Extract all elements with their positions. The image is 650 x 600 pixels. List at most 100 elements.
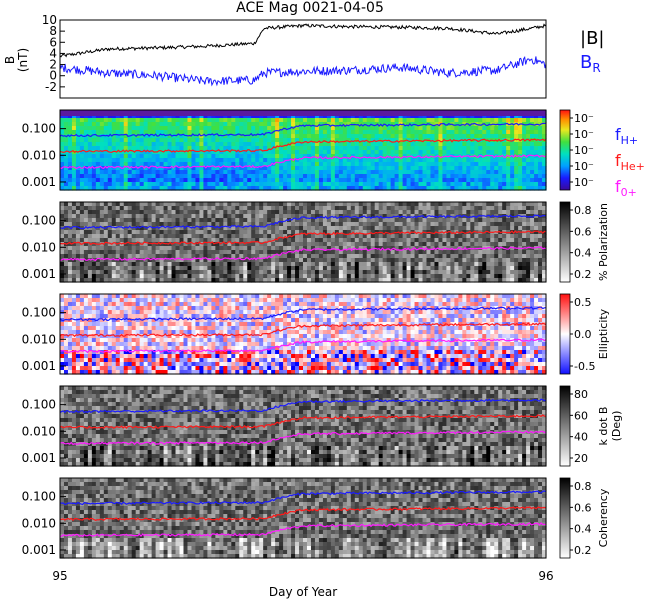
spectrogram-cell xyxy=(526,182,531,187)
spectrogram-cell xyxy=(318,166,324,171)
spectrogram-cell xyxy=(131,142,137,147)
spectrogram-cell xyxy=(390,146,396,151)
spectrogram-cell xyxy=(470,182,475,187)
spectrogram-cell xyxy=(263,118,268,123)
spectrogram-cell xyxy=(63,126,69,131)
polarization-cell xyxy=(91,214,97,219)
spectrogram-cell xyxy=(334,134,340,139)
spectrogram-cell xyxy=(334,142,340,147)
spectrogram-cell xyxy=(426,134,432,139)
polarization-cell xyxy=(314,214,320,219)
polarization-cell xyxy=(318,258,324,263)
spectrogram-cell xyxy=(215,178,220,183)
spectrogram-cell xyxy=(199,118,205,123)
spectrogram-cell xyxy=(318,118,324,123)
polarization-cell xyxy=(60,278,65,283)
polarization-cell xyxy=(494,242,499,247)
polarization-cell xyxy=(454,218,459,223)
spectrogram-cell xyxy=(470,170,475,175)
polarization-cell xyxy=(259,202,264,207)
polarization-cell xyxy=(322,242,328,247)
polarization-cell xyxy=(414,270,420,275)
polarization-cell xyxy=(283,238,288,243)
spectrogram-cell xyxy=(183,122,189,127)
spectrogram-cell xyxy=(255,130,260,135)
polarization-cell xyxy=(422,254,428,259)
polarization-cell xyxy=(139,234,145,239)
polarization-cell xyxy=(310,270,316,275)
polarization-cell xyxy=(426,222,432,227)
polarization-cell xyxy=(115,206,121,211)
spectrogram-cell xyxy=(406,134,412,139)
polarization-cell xyxy=(442,242,448,247)
polarization-cell xyxy=(310,238,316,243)
spectrogram-cell xyxy=(402,122,408,127)
polarization-cell xyxy=(350,262,356,267)
spectrogram-cell xyxy=(342,174,348,179)
polarization-cell xyxy=(163,226,169,231)
polarization-cell xyxy=(382,226,388,231)
spectrogram-cell xyxy=(482,174,487,179)
spectrogram-cell xyxy=(227,174,232,179)
polarization-cell xyxy=(63,274,69,279)
polarization-cell xyxy=(60,254,65,259)
polarization-cell xyxy=(167,206,173,211)
polarization-cell xyxy=(143,238,149,243)
polarization-cell xyxy=(107,246,113,251)
polarization-cell xyxy=(314,230,320,235)
polarization-cell xyxy=(191,230,197,235)
spectrogram-cell xyxy=(251,166,256,171)
spectrogram-cell xyxy=(342,186,348,191)
polarization-cell xyxy=(514,206,519,211)
polarization-cell xyxy=(263,202,268,207)
polarization-cell xyxy=(243,270,248,275)
polarization-cell xyxy=(346,274,352,279)
spectrogram-cell xyxy=(159,130,165,135)
polarization-cell xyxy=(147,266,153,271)
polarization-cell xyxy=(287,274,292,279)
spectrogram-cell xyxy=(163,166,169,171)
spectrogram-cell xyxy=(119,162,125,167)
spectrogram-cell xyxy=(75,182,81,187)
spectrogram-cell xyxy=(127,150,133,155)
spectrogram-cell xyxy=(346,138,352,143)
polarization-cell xyxy=(251,246,256,251)
polarization-cell xyxy=(466,266,471,271)
b-field-ytick-label: 10 xyxy=(42,13,57,27)
polarization-cell xyxy=(534,202,539,207)
spectrogram-cell xyxy=(466,174,471,179)
spectrogram-cell xyxy=(418,150,424,155)
spectrogram-cell xyxy=(95,114,101,119)
spectrogram-cell xyxy=(231,174,236,179)
spectrogram-cell xyxy=(434,162,440,167)
polarization-cell xyxy=(111,226,117,231)
polarization-cell xyxy=(199,270,205,275)
spectrogram-cell xyxy=(275,162,280,167)
spectrogram-cell xyxy=(334,178,340,183)
polarization-cell xyxy=(470,258,475,263)
polarization-cell xyxy=(71,258,77,263)
b-field-ytick-label: 6 xyxy=(49,35,57,49)
polarization-cell xyxy=(430,250,436,255)
polarization-cell xyxy=(279,234,284,239)
spectrogram-cell xyxy=(494,174,499,179)
spectrogram-cell xyxy=(438,118,444,123)
polarization-cell xyxy=(386,210,392,215)
spectrogram-cell xyxy=(514,178,519,183)
spectrogram-cell xyxy=(147,134,153,139)
polarization-cell xyxy=(291,254,296,259)
ellipticity-cell xyxy=(147,294,153,299)
spectrogram-cell xyxy=(402,182,408,187)
polarization-cell xyxy=(358,262,364,267)
spectrogram-cell xyxy=(247,150,252,155)
spectrogram-cell xyxy=(219,150,224,155)
spectrogram-cell xyxy=(239,142,244,147)
spectrogram-cell xyxy=(115,182,121,187)
spectrogram-cell xyxy=(406,162,412,167)
polarization-cell xyxy=(346,226,352,231)
polarization-cell xyxy=(442,234,448,239)
spectrogram-cell xyxy=(326,154,332,159)
polarization-cell xyxy=(195,278,201,283)
polarization-cell xyxy=(207,242,212,247)
spectrogram-cell xyxy=(103,150,109,155)
